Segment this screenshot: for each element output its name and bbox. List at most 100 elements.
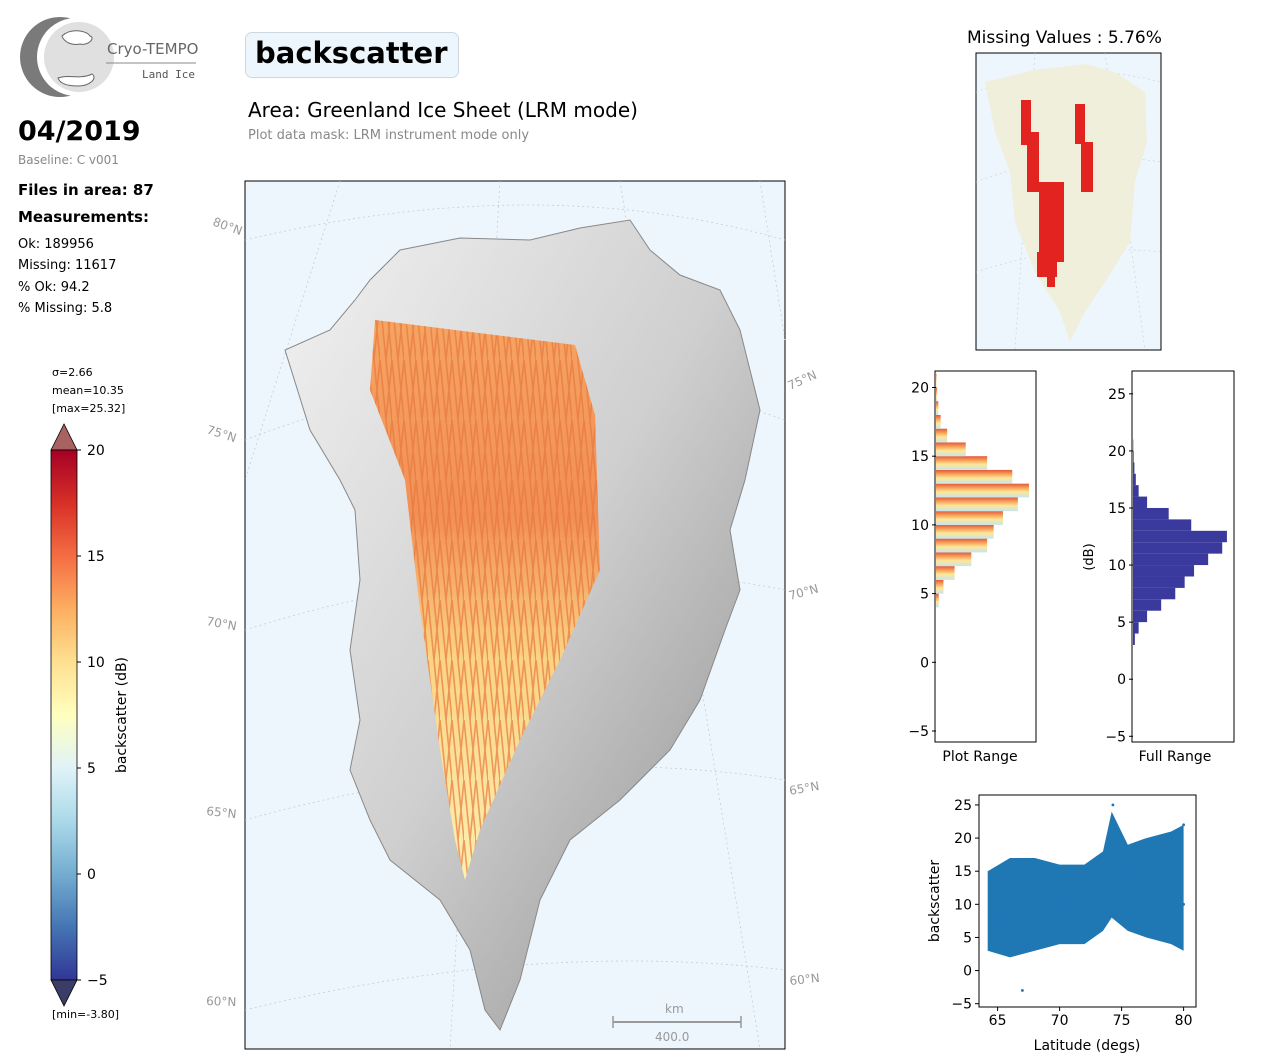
scatter-points — [990, 803, 1185, 992]
hist-plot-range: 20 15 10 5 0 −5 Plot Range — [908, 370, 1037, 765]
colorbar-tick-label: 15 — [87, 549, 105, 565]
stat-pct-ok: % Ok: 94.2 — [18, 280, 90, 295]
scatter-latitude: 65 70 75 80 25 20 15 10 5 0 −5 Latitude (degs) ba… — [927, 794, 1197, 1054]
hist-bar — [1133, 485, 1139, 497]
scale-unit: km — [665, 1002, 684, 1016]
scatter-point — [1045, 922, 1049, 926]
hist-bar — [1133, 473, 1136, 486]
hist-bar — [936, 442, 966, 457]
scatter-point — [990, 909, 993, 913]
scatter-point — [1095, 883, 1099, 886]
colorbar-sigma: σ=2.66 — [52, 366, 93, 379]
stat-pct-missing: % Missing: 5.8 — [18, 301, 113, 316]
hist-ytick-label: 10 — [911, 518, 929, 534]
colorbar-tick-label: 5 — [87, 761, 96, 777]
hist-bar — [936, 483, 1029, 498]
hist-bar — [936, 428, 948, 443]
lat-label: 60°N — [789, 971, 821, 988]
logo-graphic — [20, 17, 196, 97]
colorbar-mean: mean=10.35 — [52, 384, 124, 397]
hist-plot-frame — [934, 370, 1037, 743]
date-heading: 04/2019 — [18, 116, 141, 147]
hist-ytick-label: 20 — [911, 380, 929, 396]
scatter-ytick-label: 0 — [963, 964, 972, 980]
colorbar: 20 15 10 5 0 −5 backscatter (dB) — [50, 423, 130, 1007]
hist-full-frame — [1131, 370, 1235, 743]
hist-bar — [1133, 507, 1169, 520]
hist-bar — [936, 538, 988, 553]
hist-bar — [936, 497, 1018, 512]
scatter-point — [1070, 902, 1074, 906]
scale-bar: km 400.0 — [612, 1002, 742, 1044]
lat-label: 70°N — [205, 614, 237, 633]
hist-bar — [1133, 530, 1227, 543]
hist-full-ylabel: (dB) — [1082, 543, 1097, 570]
colorbar-label: backscatter (dB) — [114, 657, 130, 773]
lat-labels-right: 75°N 70°N 65°N 60°N — [786, 368, 821, 988]
scatter-point — [1033, 902, 1037, 906]
logo: Cryo-TEMPO Land Ice — [18, 16, 203, 100]
missing-title: Missing Values : 5.76% — [967, 28, 1162, 48]
scatter-point — [1008, 889, 1012, 893]
scatter-point — [1169, 836, 1173, 840]
hist-bar — [936, 456, 988, 470]
scatter-point — [1145, 863, 1148, 866]
hist-ytick-label: 5 — [920, 587, 929, 603]
hist-ytick-label: 25 — [1108, 387, 1126, 403]
files-in-area: Files in area: 87 — [18, 181, 154, 199]
scatter-yticks: 25 20 15 10 5 0 −5 — [951, 798, 979, 1013]
logo-subtitle: Land Ice — [142, 68, 195, 81]
hist-bar — [936, 552, 972, 567]
colorbar-tick-label: −5 — [87, 973, 108, 989]
scatter-point — [1120, 876, 1123, 880]
colorbar-max: [max=25.32] — [52, 402, 126, 415]
lat-label: 75°N — [786, 368, 819, 393]
scatter-ytick-label: 5 — [963, 930, 972, 946]
hist-bar — [1133, 542, 1223, 554]
colorbar-extend-min — [50, 979, 78, 1007]
hist-bar — [1133, 519, 1192, 531]
hist-ytick-label: 20 — [1108, 444, 1126, 460]
mask-note: Plot data mask: LRM instrument mode only — [248, 128, 530, 143]
hist-bar — [1133, 450, 1134, 463]
scatter-ytick-label: 15 — [954, 864, 972, 880]
scatter-point — [1157, 896, 1161, 900]
lat-label: 65°N — [788, 779, 820, 798]
hist-bar — [1133, 496, 1148, 508]
hist-full-range: 25 20 15 10 5 0 −5 (dB) Full Range — [1082, 370, 1235, 765]
variable-title: backscatter — [255, 36, 448, 70]
measurements-heading: Measurements: — [18, 208, 149, 226]
hist-bar — [936, 566, 955, 580]
scatter-ylabel: backscatter — [927, 860, 943, 942]
hist-bar — [1133, 587, 1176, 600]
hist-bar — [1133, 576, 1185, 588]
scatter-point — [1182, 902, 1185, 906]
scatter-bands — [987, 811, 1184, 958]
hist-bar — [1133, 622, 1139, 634]
hist-bar — [1133, 599, 1162, 611]
missing-points — [1021, 100, 1093, 287]
hist-bar — [936, 579, 944, 594]
scatter-point — [996, 916, 999, 919]
colorbar-tick-label: 20 — [87, 443, 105, 459]
hist-bar — [1133, 462, 1135, 474]
colorbar-extend-max — [50, 423, 78, 451]
hist-plot-xlabel: Plot Range — [942, 749, 1017, 765]
lat-label: 70°N — [787, 582, 820, 603]
scatter-frame — [978, 794, 1197, 1008]
scatter-point — [1058, 896, 1061, 900]
scatter-point — [1132, 889, 1136, 893]
scatter-point — [1107, 836, 1111, 840]
scatter-point — [1111, 803, 1115, 807]
lat-label: 60°N — [206, 994, 237, 1009]
hist-ytick-label: 10 — [1108, 558, 1126, 574]
scatter-ytick-label: −5 — [951, 997, 972, 1013]
area-title: Area: Greenland Ice Sheet (LRM mode) — [248, 98, 638, 122]
hist-bar — [936, 524, 994, 539]
scatter-xticks: 65 70 75 80 — [989, 1007, 1193, 1029]
hist-bar — [1133, 565, 1195, 577]
missing-map — [975, 52, 1162, 351]
hist-bar — [1133, 610, 1148, 623]
scatter-point — [1021, 989, 1024, 992]
hist-plot-yticks: 20 15 10 5 0 −5 — [908, 380, 936, 740]
